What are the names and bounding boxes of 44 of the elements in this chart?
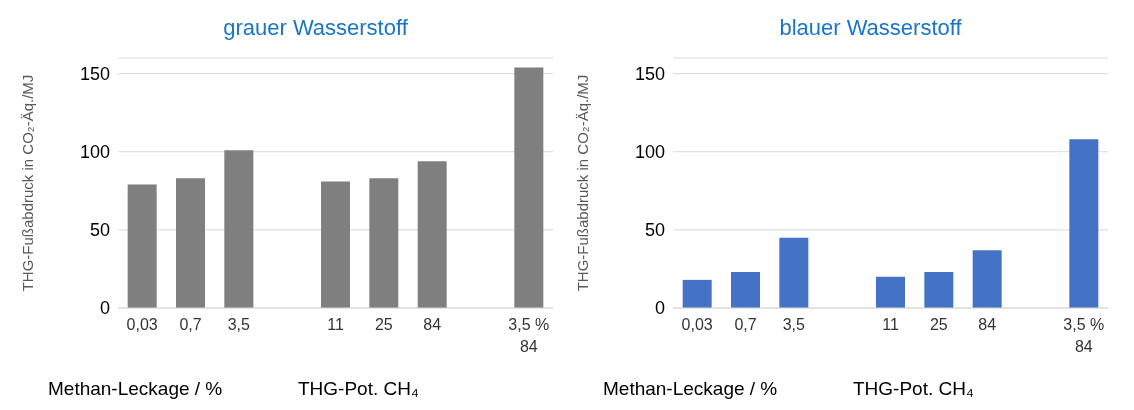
x-tick-label: 11 [327, 316, 344, 333]
bar [417, 161, 447, 308]
x-tick-label: 25 [929, 316, 948, 333]
y-tick-label: 0 [654, 298, 665, 319]
x-tick-label: 25 [374, 316, 393, 333]
chart-title: blauer Wasserstoff [778, 14, 963, 42]
bar [924, 272, 954, 308]
x-tick-label: 3,5 [782, 316, 806, 333]
chart-title: grauer Wasserstoff [222, 14, 409, 42]
bar [682, 279, 712, 308]
x-tick-label: 3,5 [227, 316, 251, 333]
bar [731, 272, 760, 308]
x-tick-label: 84 [423, 316, 442, 333]
x-tick-label: 84 [978, 316, 997, 333]
y-tick-label: 50 [89, 220, 110, 241]
x-tick-label: 0,03 [126, 316, 158, 333]
x-axis-title: Methan-Leckage / % [603, 378, 778, 400]
bar [779, 237, 809, 308]
x-tick-label: 0,7 [734, 316, 757, 333]
y-tick-label: 150 [634, 64, 665, 85]
bar [514, 67, 544, 308]
x-tick-label: 11 [882, 316, 899, 333]
y-axis-title: THG-Fußabdruck in CO₂-Äq./MJ [19, 74, 37, 292]
y-tick-label: 0 [99, 298, 110, 319]
text: THG-Pot. CH₄ [853, 378, 974, 400]
x-tick-label: 3,5 % 84 [1063, 316, 1105, 355]
y-axis-title: THG-Fußabdruck in CO₂-Äq./MJ [574, 74, 592, 292]
bar [321, 181, 350, 308]
bar [176, 178, 205, 308]
x-tick-label: 0,03 [681, 316, 713, 333]
bar [972, 250, 1002, 308]
x-axis-title: Methan-Leckage / % [48, 378, 223, 400]
bar [876, 276, 905, 308]
bar [127, 184, 157, 308]
x-tick-label: 0,7 [179, 316, 202, 333]
y-tick-label: 50 [644, 220, 665, 241]
bar [1069, 139, 1099, 308]
bar [369, 178, 399, 308]
x-tick-label: 3,5 % 84 [508, 316, 550, 355]
y-tick-label: 100 [79, 142, 110, 163]
bar [224, 150, 254, 308]
y-tick-label: 100 [634, 142, 665, 163]
y-tick-label: 150 [79, 64, 110, 85]
text: THG-Pot. CH₄ [298, 378, 419, 400]
